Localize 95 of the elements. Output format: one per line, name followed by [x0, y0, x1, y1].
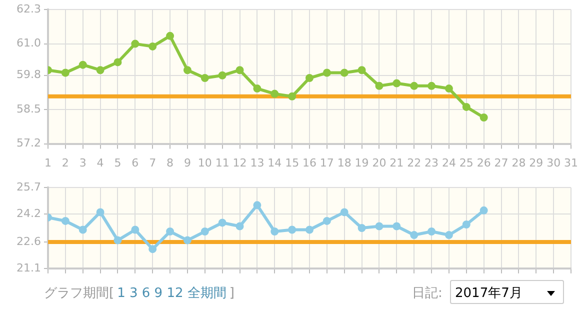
point	[306, 74, 314, 82]
point	[340, 208, 348, 216]
point	[428, 82, 436, 90]
point	[96, 208, 104, 216]
point	[218, 218, 226, 227]
x-tick-label: 18	[337, 156, 352, 170]
x-tick-label: 23	[424, 156, 439, 170]
x-tick-label: 16	[302, 156, 316, 170]
point	[270, 228, 279, 236]
y-tick-label: 58.5	[16, 102, 41, 116]
y-tick-label: 25.7	[16, 180, 41, 194]
x-tick-label: 29	[529, 156, 544, 170]
point	[392, 79, 401, 88]
x-tick-label: 14	[268, 156, 282, 170]
point	[288, 92, 296, 100]
point	[462, 102, 470, 111]
point	[375, 222, 384, 230]
x-tick-label: 12	[232, 156, 247, 170]
point	[218, 71, 226, 80]
point	[183, 236, 192, 244]
point	[480, 113, 488, 122]
point	[322, 216, 331, 225]
point	[322, 68, 331, 77]
point	[480, 206, 488, 214]
text: グラフ期間[	[44, 286, 114, 301]
point	[444, 231, 453, 240]
x-tick-label: 6	[132, 156, 139, 170]
point	[236, 222, 244, 230]
x-tick-label: 26	[476, 156, 491, 170]
point	[253, 84, 262, 93]
point	[114, 236, 122, 244]
x-tick-label: 3	[79, 156, 86, 170]
y-tick-label: 61.0	[16, 36, 41, 50]
point	[270, 90, 279, 98]
x-tick-label: 28	[512, 156, 526, 170]
x-tick-label: 8	[166, 156, 174, 170]
x-tick-label: 20	[372, 156, 386, 170]
text: ]	[229, 286, 234, 301]
point	[428, 228, 436, 236]
x-tick-label: 22	[407, 156, 422, 170]
x-tick-label: 1	[44, 156, 52, 170]
point	[183, 66, 192, 74]
x-tick-label: 25	[459, 156, 474, 170]
x-tick-label: 13	[250, 156, 264, 170]
x-tick-label: 15	[285, 156, 300, 170]
point	[148, 42, 157, 50]
point	[340, 68, 348, 77]
point	[375, 82, 384, 90]
x-tick-label: 21	[390, 156, 404, 170]
y-tick-label: 57.2	[16, 136, 41, 150]
x-tick-label: 10	[198, 156, 212, 170]
point	[462, 220, 470, 228]
point	[410, 82, 418, 90]
point	[114, 58, 122, 66]
text: 1 3 6 9 12 全期間	[117, 286, 226, 301]
x-tick-label: 11	[215, 156, 230, 170]
point	[358, 224, 366, 232]
y-tick-label: 62.3	[16, 2, 41, 16]
point	[444, 84, 453, 93]
point	[61, 216, 70, 225]
point	[358, 66, 366, 74]
x-tick-label: 24	[442, 156, 456, 170]
text: 日記:	[412, 285, 442, 302]
point	[166, 228, 174, 236]
x-tick-label: 5	[114, 156, 122, 170]
x-tick-label: 19	[354, 156, 369, 170]
point	[200, 228, 209, 236]
x-tick-label: 9	[184, 156, 191, 170]
x-tick-label: 31	[564, 156, 578, 170]
y-tick-label: 21.1	[16, 261, 41, 274]
text: 2017年7月	[455, 285, 522, 302]
point	[78, 226, 87, 234]
point	[78, 60, 87, 69]
point	[131, 226, 140, 234]
point	[253, 201, 262, 210]
x-tick-label: 4	[96, 156, 104, 170]
point	[288, 226, 296, 234]
point	[61, 68, 70, 77]
point	[166, 32, 174, 40]
point	[410, 231, 418, 240]
point	[236, 66, 244, 74]
y-tick-label: 22.6	[16, 234, 41, 248]
point	[306, 226, 314, 234]
point	[148, 245, 157, 254]
y-tick-label: 24.2	[16, 206, 41, 220]
point	[96, 66, 104, 74]
x-tick-label: 7	[149, 156, 156, 170]
x-tick-label: 17	[320, 156, 334, 170]
x-tick-label: 30	[546, 156, 561, 170]
point	[200, 74, 209, 82]
x-tick-label: 27	[494, 156, 508, 170]
x-tick-label: 2	[62, 156, 69, 170]
y-tick-label: 59.8	[16, 68, 41, 82]
point	[131, 40, 140, 48]
point	[392, 222, 401, 230]
